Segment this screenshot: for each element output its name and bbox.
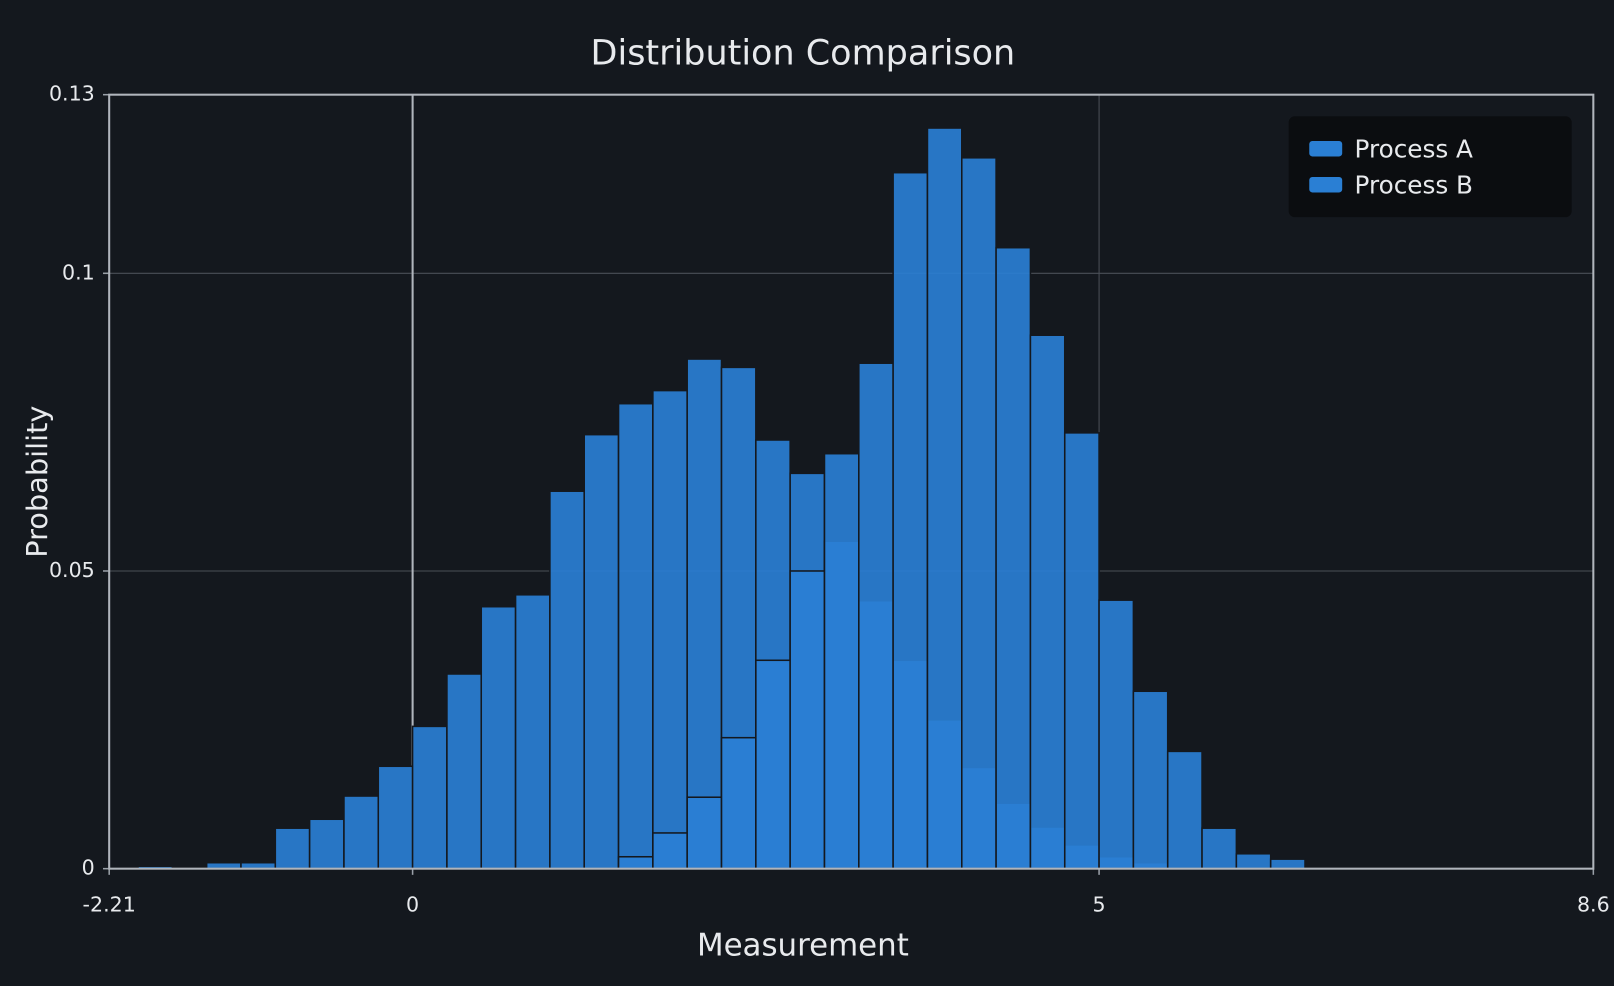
legend-label: Process A <box>1355 134 1473 163</box>
histogram-bar <box>995 246 1032 870</box>
histogram-bar <box>1201 827 1238 870</box>
x-tick-label: -2.21 <box>83 893 136 917</box>
y-tick-label: 0.13 <box>49 82 95 106</box>
chart-title: Distribution Comparison <box>591 34 1016 74</box>
histogram-bar <box>686 796 723 870</box>
x-tick-label: 0 <box>406 893 419 917</box>
histogram-bar <box>926 127 963 870</box>
histogram-bar <box>652 389 688 870</box>
y-tick-label: 0.1 <box>62 260 95 284</box>
y-tick-label: 0.05 <box>49 558 95 582</box>
histogram-bar <box>1166 750 1203 870</box>
y-tick-label: 0 <box>82 856 95 880</box>
histogram-bar <box>514 594 551 870</box>
histogram-bar <box>1063 432 1100 870</box>
histogram-bar <box>755 659 791 870</box>
histogram-bar <box>1235 853 1272 870</box>
histogram-bar <box>1132 690 1169 870</box>
histogram-bar <box>823 452 860 870</box>
histogram-bar <box>549 490 585 870</box>
x-tick-label: 8.6 <box>1577 893 1610 917</box>
histogram-bar <box>1029 334 1066 870</box>
histogram-bar <box>343 795 380 870</box>
histogram-bar <box>446 673 483 870</box>
histogram-bar <box>961 157 997 870</box>
histogram-bar <box>308 818 345 870</box>
x-axis-label: Measurement <box>697 927 909 963</box>
histogram-bar <box>411 725 448 870</box>
histogram-bar <box>686 358 723 870</box>
histogram-bar <box>1098 599 1135 870</box>
histogram-bar <box>617 402 654 870</box>
histogram-bar <box>480 605 517 870</box>
legend-swatch <box>1309 177 1343 193</box>
plot-frame <box>108 93 1595 870</box>
histogram-bar <box>789 570 826 870</box>
x-tick-label: 5 <box>1093 893 1106 917</box>
histogram-bar <box>720 736 757 870</box>
histogram-bar <box>377 765 414 870</box>
legend-box <box>1288 116 1572 218</box>
histogram-bar <box>583 433 620 870</box>
histogram-bar <box>652 832 688 870</box>
histogram-bar <box>617 855 654 870</box>
legend-swatch <box>1309 141 1343 157</box>
histogram-bar <box>858 362 894 870</box>
histogram-bar <box>892 171 929 870</box>
y-axis-label: Probability <box>20 406 54 558</box>
histogram-bar <box>274 827 311 870</box>
histogram-bar <box>1269 858 1306 870</box>
legend-label: Process B <box>1355 170 1473 199</box>
